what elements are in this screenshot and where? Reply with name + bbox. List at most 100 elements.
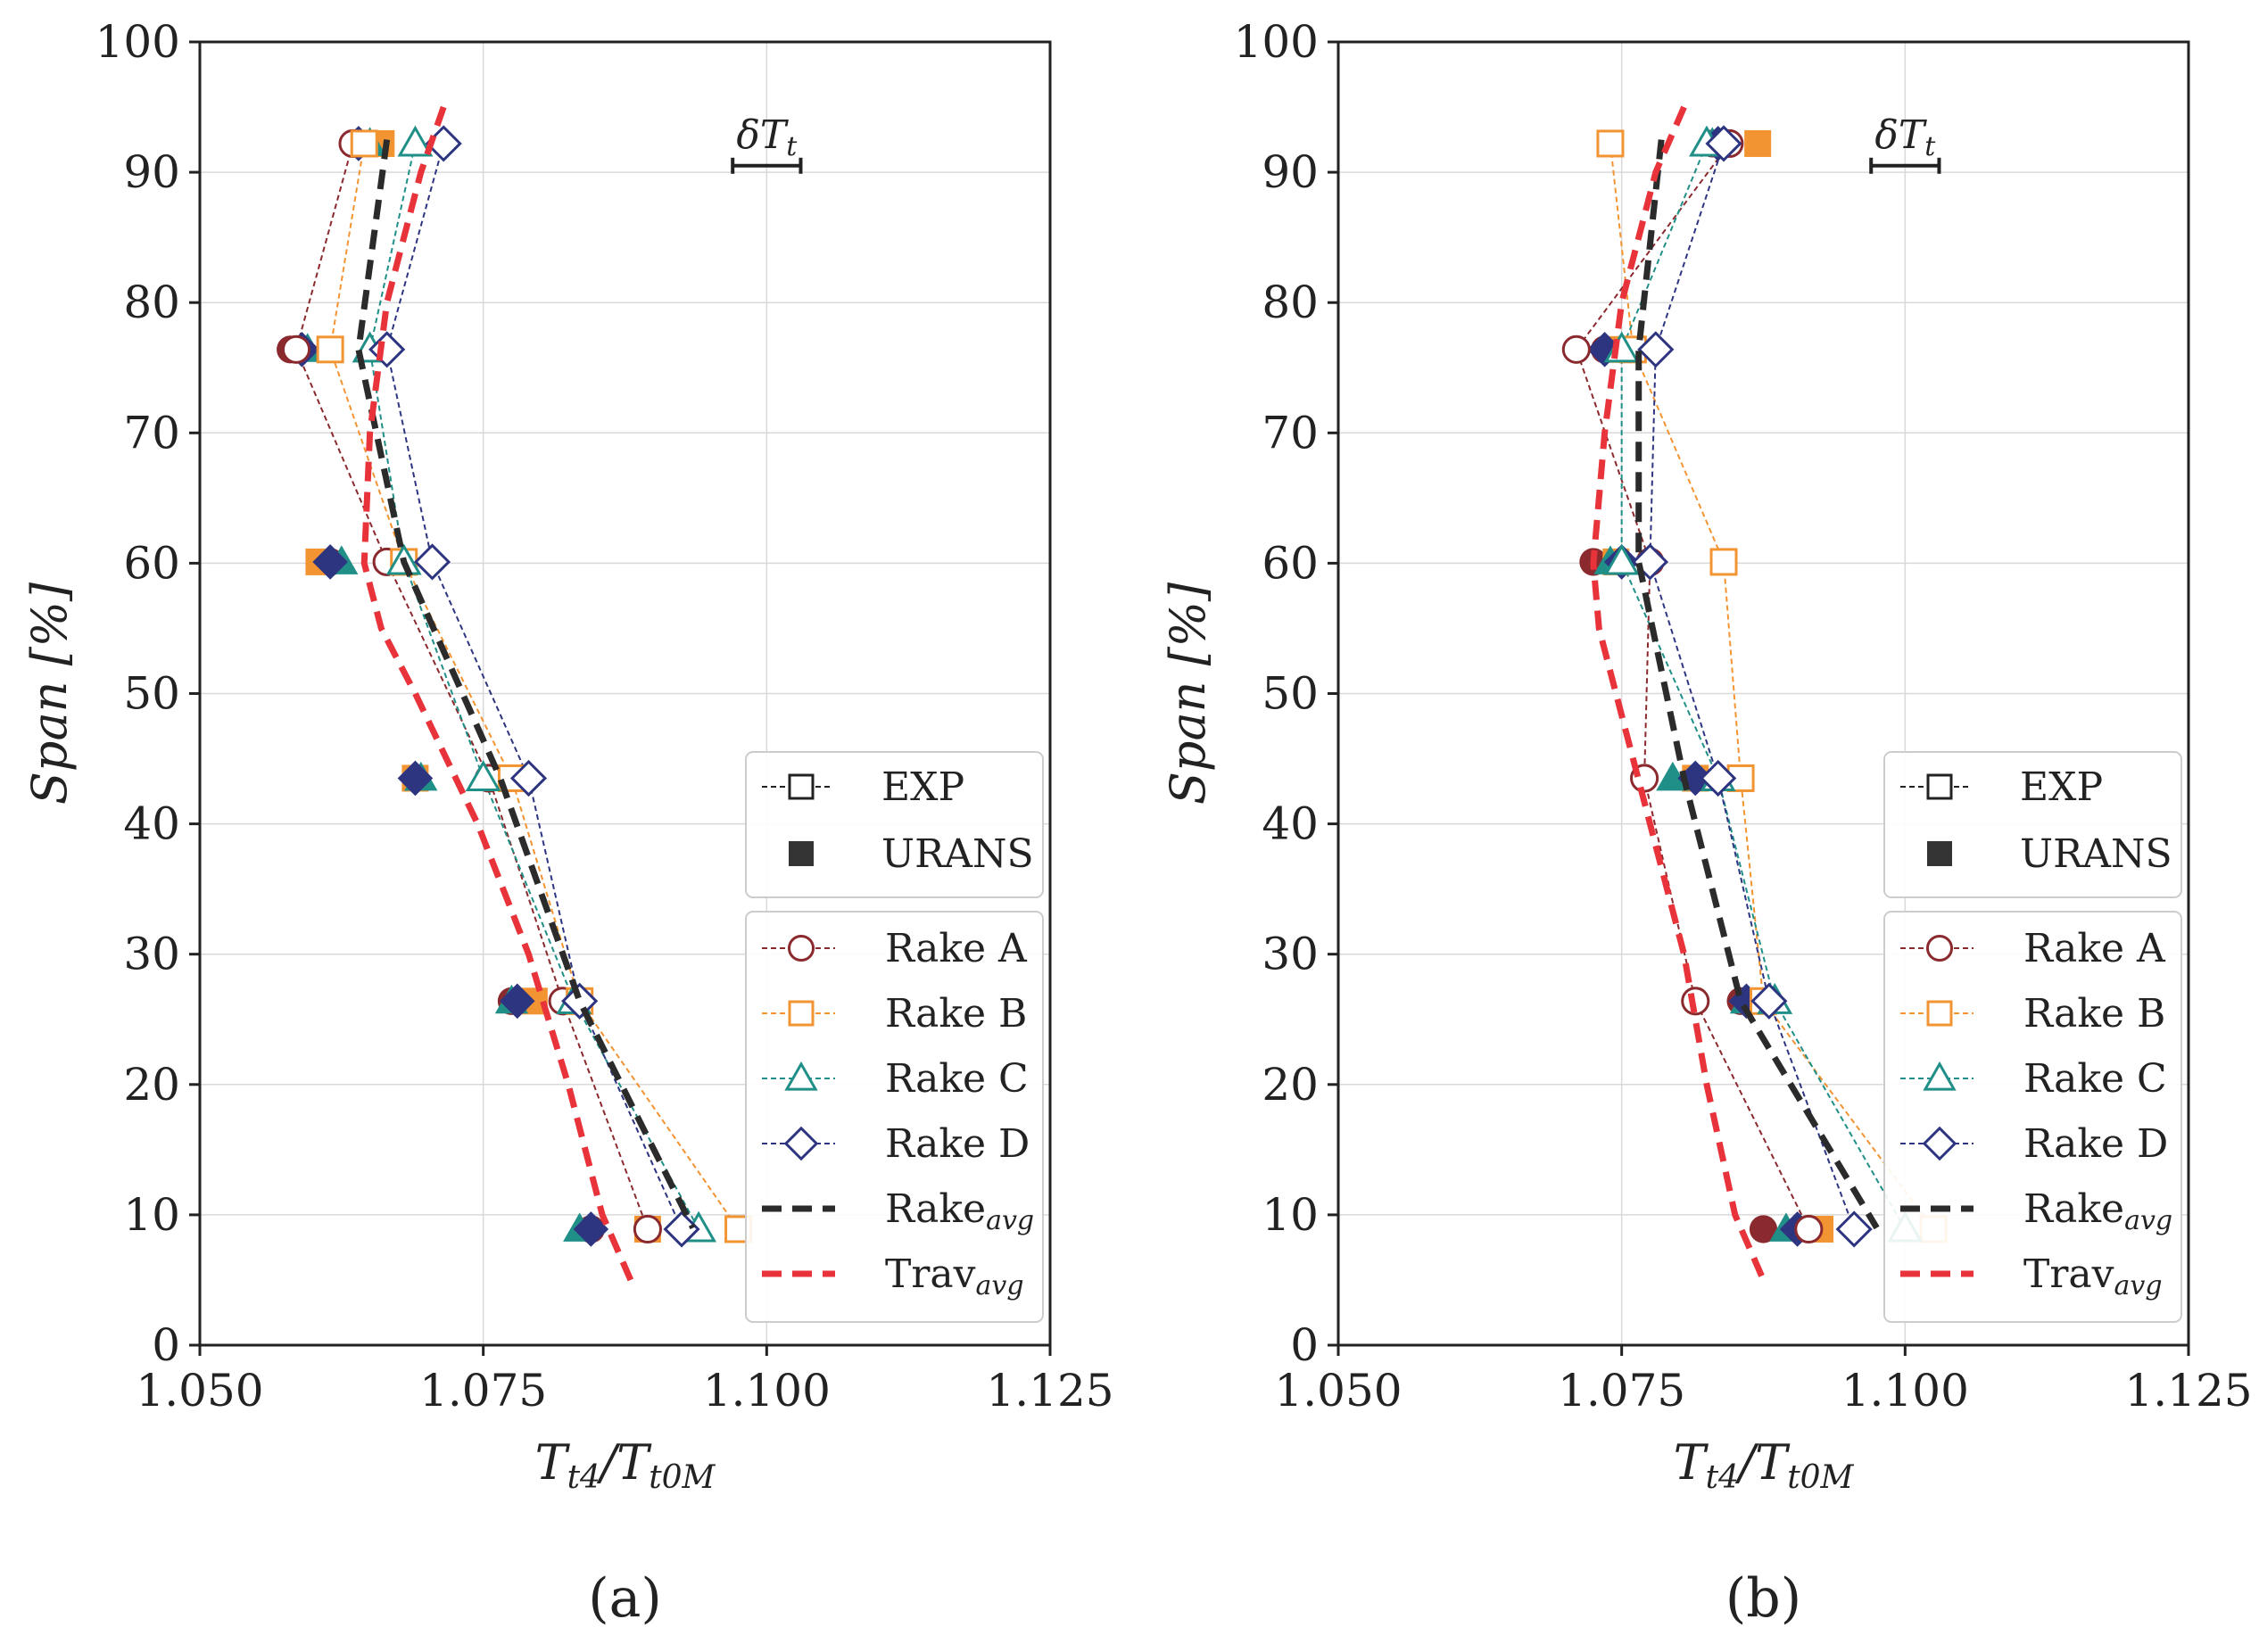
exp-marker-rake-b: [350, 129, 378, 158]
y-tick-label: 50: [123, 668, 180, 720]
legend-label-trav-avg: Travavg: [2023, 1251, 2163, 1301]
y-tick-label: 80: [1262, 277, 1319, 328]
y-tick-label: 60: [1262, 537, 1319, 589]
urans-marker-rake-a: [1749, 1215, 1778, 1243]
legend-style-box: [1883, 751, 2182, 898]
exp-marker-rake-b: [316, 335, 344, 364]
rake-avg-line: [355, 139, 696, 1230]
y-tick-label: 100: [95, 16, 180, 68]
exp-marker-rake-d: [1835, 1210, 1873, 1248]
legend-exp-marker: [788, 773, 815, 800]
panel-label: (a): [588, 1567, 662, 1630]
exp-line-rake-a: [1575, 143, 1810, 1230]
legend-label-rake-c: Rake C: [885, 1056, 1029, 1102]
trav-avg-line: [360, 105, 634, 1282]
legend-style: EXP URANS: [1883, 751, 2182, 898]
y-tick-label: 80: [123, 277, 180, 328]
y-tick-label: 40: [123, 798, 180, 850]
legend-label-rake-b: Rake B: [885, 991, 1027, 1037]
y-tick-label: 10: [1262, 1189, 1319, 1241]
exp-marker-rake-a: [633, 1214, 662, 1244]
panel-a: 1.050 1.075 1.100 1.125 0 10 20 30 40 50 60 70 80 90 1…: [21, 16, 1114, 1630]
x-tick-label: 1.125: [2124, 1365, 2252, 1417]
legend-label-rake-avg: Rakeavg: [885, 1186, 1034, 1236]
legend-label-rake-c: Rake C: [2023, 1056, 2167, 1102]
exp-line-rake-c: [1620, 143, 1907, 1230]
exp-marker-rake-b: [1709, 548, 1738, 576]
legend-exp-label: EXP: [881, 764, 964, 810]
exp-marker-rake-d: [1637, 331, 1675, 368]
uncertainty-label: δTt: [1874, 112, 1936, 162]
legend-series: Rake A Rake B Rake C Rake D Rakeavg Travavg: [1883, 911, 2182, 1323]
legend-marker-rake-c: [784, 1061, 818, 1091]
exp-marker-rake-d: [1700, 759, 1737, 797]
urans-marker-rake-c: [1656, 761, 1690, 791]
y-tick-label: 90: [1262, 146, 1319, 198]
urans-marker-rake-d: [499, 983, 535, 1020]
exp-marker-rake-a: [1794, 1214, 1824, 1244]
legend-urans-marker: [1927, 841, 1952, 866]
x-tick-label: 1.050: [136, 1365, 263, 1417]
y-axis-title: Span [%]: [1160, 582, 1216, 805]
legend-label-rake-avg: Rakeavg: [2023, 1186, 2172, 1236]
uncertainty-label: δTt: [736, 112, 798, 162]
y-tick-label: 20: [1262, 1059, 1319, 1111]
y-tick-label: 0: [1290, 1319, 1319, 1371]
legend-label-rake-b: Rake B: [2023, 991, 2165, 1037]
legend-label-rake-d: Rake D: [885, 1121, 1030, 1167]
rake-avg-line: [1635, 139, 1880, 1230]
exp-marker-rake-d: [561, 982, 599, 1020]
legend-marker-rake-a: [1925, 934, 1954, 962]
trav-avg-line: [1590, 105, 1767, 1282]
legend-style-box: [745, 751, 1044, 898]
y-tick-label: 70: [123, 407, 180, 458]
legend-series: Rake A Rake B Rake C Rake D Rakeavg Travavg: [745, 911, 1044, 1323]
urans-marker-rake-d: [573, 1211, 609, 1247]
legend-urans-label: URANS: [881, 831, 1034, 877]
legend-marker-rake-a: [787, 934, 815, 962]
legend-exp-label: EXP: [2020, 764, 2103, 810]
y-tick-label: 40: [1262, 798, 1319, 850]
legend-marker-rake-d: [1922, 1126, 1957, 1161]
exp-marker-rake-d: [413, 543, 451, 581]
exp-marker-rake-a: [281, 335, 311, 364]
x-tick-label: 1.100: [1841, 1365, 1969, 1417]
exp-marker-rake-d: [1750, 982, 1788, 1020]
exp-marker-rake-b: [1596, 129, 1625, 158]
panel-label: (b): [1725, 1567, 1801, 1630]
exp-marker-rake-a: [1561, 335, 1591, 364]
y-tick-label: 90: [123, 146, 180, 198]
legend-exp-marker: [1926, 773, 1953, 800]
x-tick-label: 1.075: [1558, 1365, 1685, 1417]
legend-label-rake-a: Rake A: [885, 926, 1028, 971]
plot-content: [1561, 105, 1948, 1282]
x-tick-label: 1.125: [986, 1365, 1113, 1417]
x-tick-label: 1.075: [419, 1365, 547, 1417]
plot-content: [277, 105, 753, 1282]
exp-line-rake-b: [1609, 143, 1934, 1230]
exp-marker-rake-d: [509, 759, 548, 797]
exp-line-rake-a: [294, 143, 649, 1230]
exp-line-rake-d: [1649, 143, 1856, 1230]
legend-label-rake-a: Rake A: [2023, 926, 2166, 971]
legend-urans-label: URANS: [2020, 831, 2172, 877]
urans-marker-rake-b: [1744, 129, 1772, 157]
y-tick-label: 10: [123, 1189, 180, 1241]
urans-marker-rake-d: [312, 544, 348, 580]
panel-b: 1.050 1.075 1.100 1.125 0 10 20 30 40 50 60 70 80 90 1…: [1160, 16, 2253, 1630]
exp-line-rake-b: [329, 143, 740, 1230]
exp-marker-rake-c: [397, 125, 434, 157]
exp-line-rake-c: [368, 143, 699, 1230]
exp-marker-rake-d: [368, 331, 406, 368]
y-tick-label: 50: [1262, 668, 1319, 720]
legend-label-trav-avg: Travavg: [885, 1251, 1024, 1301]
legend-marker-rake-d: [783, 1126, 819, 1161]
y-tick-label: 70: [1262, 407, 1319, 458]
exp-marker-rake-c: [1603, 543, 1640, 575]
y-tick-label: 60: [123, 537, 180, 589]
legend-marker-rake-c: [1923, 1061, 1957, 1091]
y-tick-label: 100: [1234, 16, 1319, 68]
x-tick-label: 1.100: [703, 1365, 831, 1417]
legend-label-rake-d: Rake D: [2023, 1121, 2168, 1167]
